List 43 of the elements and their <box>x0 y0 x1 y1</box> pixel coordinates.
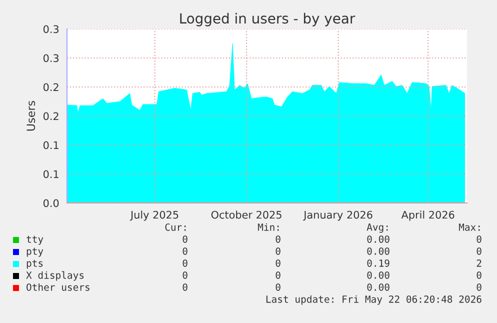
text: 0 <box>182 283 188 291</box>
x-tick-label: January 2026 <box>303 210 372 221</box>
text: 0 <box>476 271 482 279</box>
text: 0 <box>182 271 188 279</box>
text: 0.19 <box>367 259 390 267</box>
legend-label: pts <box>26 260 43 269</box>
text: 0.00 <box>367 247 390 255</box>
y-tick-label: 0.2 <box>43 83 58 92</box>
text: Avg: <box>366 224 388 233</box>
text: 0 <box>276 271 280 279</box>
text: Min: <box>258 223 279 231</box>
text: Max: <box>458 224 480 231</box>
text: 0 <box>276 235 280 243</box>
x-tick-label: July 2025 <box>130 210 178 221</box>
text: 0.00 <box>367 283 390 291</box>
text: 0.00 <box>367 271 390 279</box>
y-tick-label: 0.3 <box>43 54 59 62</box>
y-tick-label: 0.1 <box>43 141 58 150</box>
text: 0 <box>276 259 280 267</box>
text: 2 <box>476 259 482 267</box>
legend-label: X displays <box>26 271 84 281</box>
text: 0 <box>476 247 482 255</box>
legend-label: tty <box>26 236 44 245</box>
y-tick-label: 0.3 <box>43 25 59 34</box>
y-axis-title: Users <box>26 100 36 131</box>
text: 0 <box>276 283 280 291</box>
text: 0 <box>276 247 280 255</box>
text: 0.00 <box>367 235 390 243</box>
legend-label: pty <box>26 248 44 257</box>
legend-label: Other users <box>26 283 90 291</box>
y-tick-label: 0.0 <box>43 199 59 208</box>
chart-title: Logged in users - by year <box>180 12 356 26</box>
text: 0 <box>182 235 188 243</box>
text: 0 <box>182 247 188 255</box>
x-tick-label: April 2026 <box>401 210 454 221</box>
text: 0 <box>182 259 188 267</box>
text: Cur: <box>165 223 186 231</box>
x-tick-label: October 2025 <box>211 210 282 219</box>
text: Last update: Fri May 22 06:20:48 2026 <box>266 295 482 305</box>
y-tick-label: 0.2 <box>43 112 58 120</box>
text: 0 <box>476 235 482 243</box>
text: 0 <box>476 283 482 291</box>
y-tick-label: 0.1 <box>43 170 58 178</box>
